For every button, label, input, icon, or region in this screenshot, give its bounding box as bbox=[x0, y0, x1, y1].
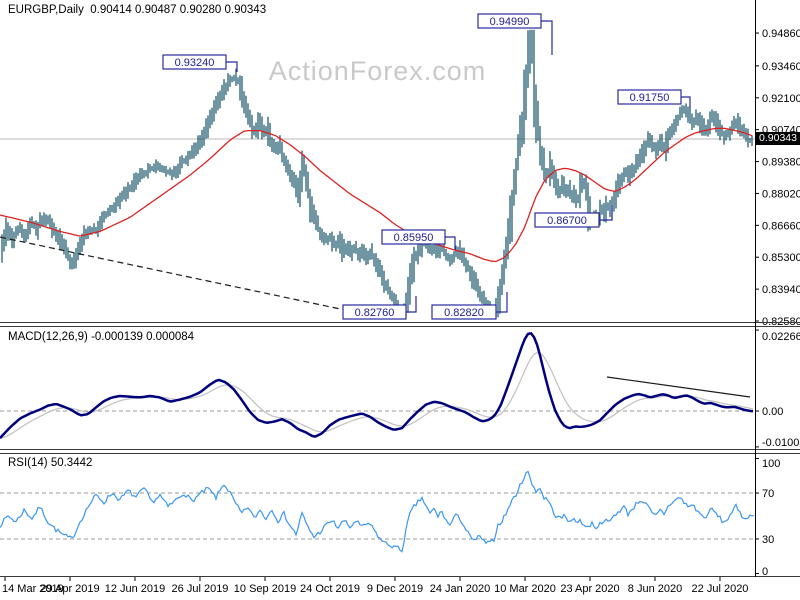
y-axis-label: 0.89380 bbox=[762, 157, 800, 169]
y-axis-label: 0.85300 bbox=[762, 252, 800, 264]
x-axis-label: 26 Jul 2019 bbox=[172, 583, 229, 595]
macd-axis-label: 0.022662 bbox=[762, 331, 800, 343]
price-callout: 0.82820 bbox=[431, 292, 508, 320]
price-callout: 0.94990 bbox=[477, 13, 553, 55]
price-callout-label: 0.82760 bbox=[355, 307, 395, 319]
main-trendline bbox=[0, 236, 346, 311]
price-callout: 0.91750 bbox=[617, 89, 691, 108]
x-axis-label: 10 Sep 2019 bbox=[234, 583, 296, 595]
price-callout: 0.93240 bbox=[162, 54, 238, 72]
rsi-axis-label: 70 bbox=[762, 488, 774, 500]
y-axis-label: 0.86660 bbox=[762, 220, 800, 232]
rsi-axis-label: 100 bbox=[762, 458, 780, 470]
price-callout-label: 0.82820 bbox=[444, 307, 484, 319]
x-axis-label: 22 Jul 2020 bbox=[692, 583, 749, 595]
x-axis-label: 9 Dec 2019 bbox=[367, 583, 423, 595]
macd-trendline bbox=[606, 376, 751, 398]
rsi-line bbox=[0, 470, 755, 553]
macd-pane-title: MACD(12,26,9) -0.000139 0.000084 bbox=[8, 331, 195, 343]
macd-axis-label: -0.010052 bbox=[762, 437, 800, 449]
y-axis-label: 0.83940 bbox=[762, 284, 800, 296]
y-axis-label: 0.88020 bbox=[762, 188, 800, 200]
price-callout-label: 0.86700 bbox=[547, 215, 587, 227]
x-axis-label: 8 Jun 2020 bbox=[628, 583, 682, 595]
current-price-badge: 0.90343 bbox=[756, 132, 800, 145]
candlestick-series bbox=[1, 29, 753, 318]
y-axis-label: 0.93460 bbox=[762, 61, 800, 73]
x-axis-label: 14 Mar 2019 bbox=[2, 583, 64, 595]
macd-signal-line bbox=[0, 351, 754, 439]
macd-main-line bbox=[0, 332, 754, 439]
price-callout: 0.82760 bbox=[342, 296, 417, 320]
x-axis-label: 12 Jun 2019 bbox=[105, 583, 166, 595]
x-axis-label: 29 Apr 2019 bbox=[40, 583, 99, 595]
macd-axis-label: 0.00 bbox=[762, 406, 783, 418]
price-callout: 0.86700 bbox=[534, 205, 613, 228]
x-axis-label: 24 Jan 2020 bbox=[430, 583, 491, 595]
macd-pane: 0.022662 0.00 -0.010052 bbox=[0, 329, 800, 449]
rsi-axis-label: 0 bbox=[762, 566, 768, 578]
price-callout-label: 0.91750 bbox=[630, 92, 670, 104]
watermark: ActionForex.com bbox=[268, 56, 487, 86]
main-chart-title: EURGBP,Daily 0.90414 0.90487 0.90280 0.9… bbox=[8, 4, 267, 16]
pane-separators bbox=[0, 0, 800, 577]
rsi-pane: 100 70 30 0 bbox=[0, 457, 780, 578]
moving-average-line bbox=[0, 127, 753, 263]
price-callout-label: 0.94990 bbox=[490, 16, 530, 28]
rsi-pane-title: RSI(14) 50.3442 bbox=[8, 457, 93, 469]
price-callout-label: 0.85950 bbox=[394, 232, 434, 244]
y-axis-label: 0.94860 bbox=[762, 28, 800, 40]
price-callout: 0.85950 bbox=[381, 229, 456, 250]
rsi-axis-label: 30 bbox=[762, 534, 774, 546]
y-axis-label: 0.92100 bbox=[762, 93, 800, 105]
main-y-axis: 0.948600.934600.921000.907400.893800.880… bbox=[755, 28, 800, 328]
x-axis-label: 24 Oct 2019 bbox=[300, 583, 360, 595]
price-callouts: 0.93240 0.94990 0.91750 0.85950 0.86700 0.827… bbox=[162, 13, 691, 320]
x-axis-label: 23 Apr 2020 bbox=[560, 583, 619, 595]
price-callout-label: 0.93240 bbox=[175, 57, 215, 69]
x-axis-label: 10 Mar 2020 bbox=[494, 583, 556, 595]
